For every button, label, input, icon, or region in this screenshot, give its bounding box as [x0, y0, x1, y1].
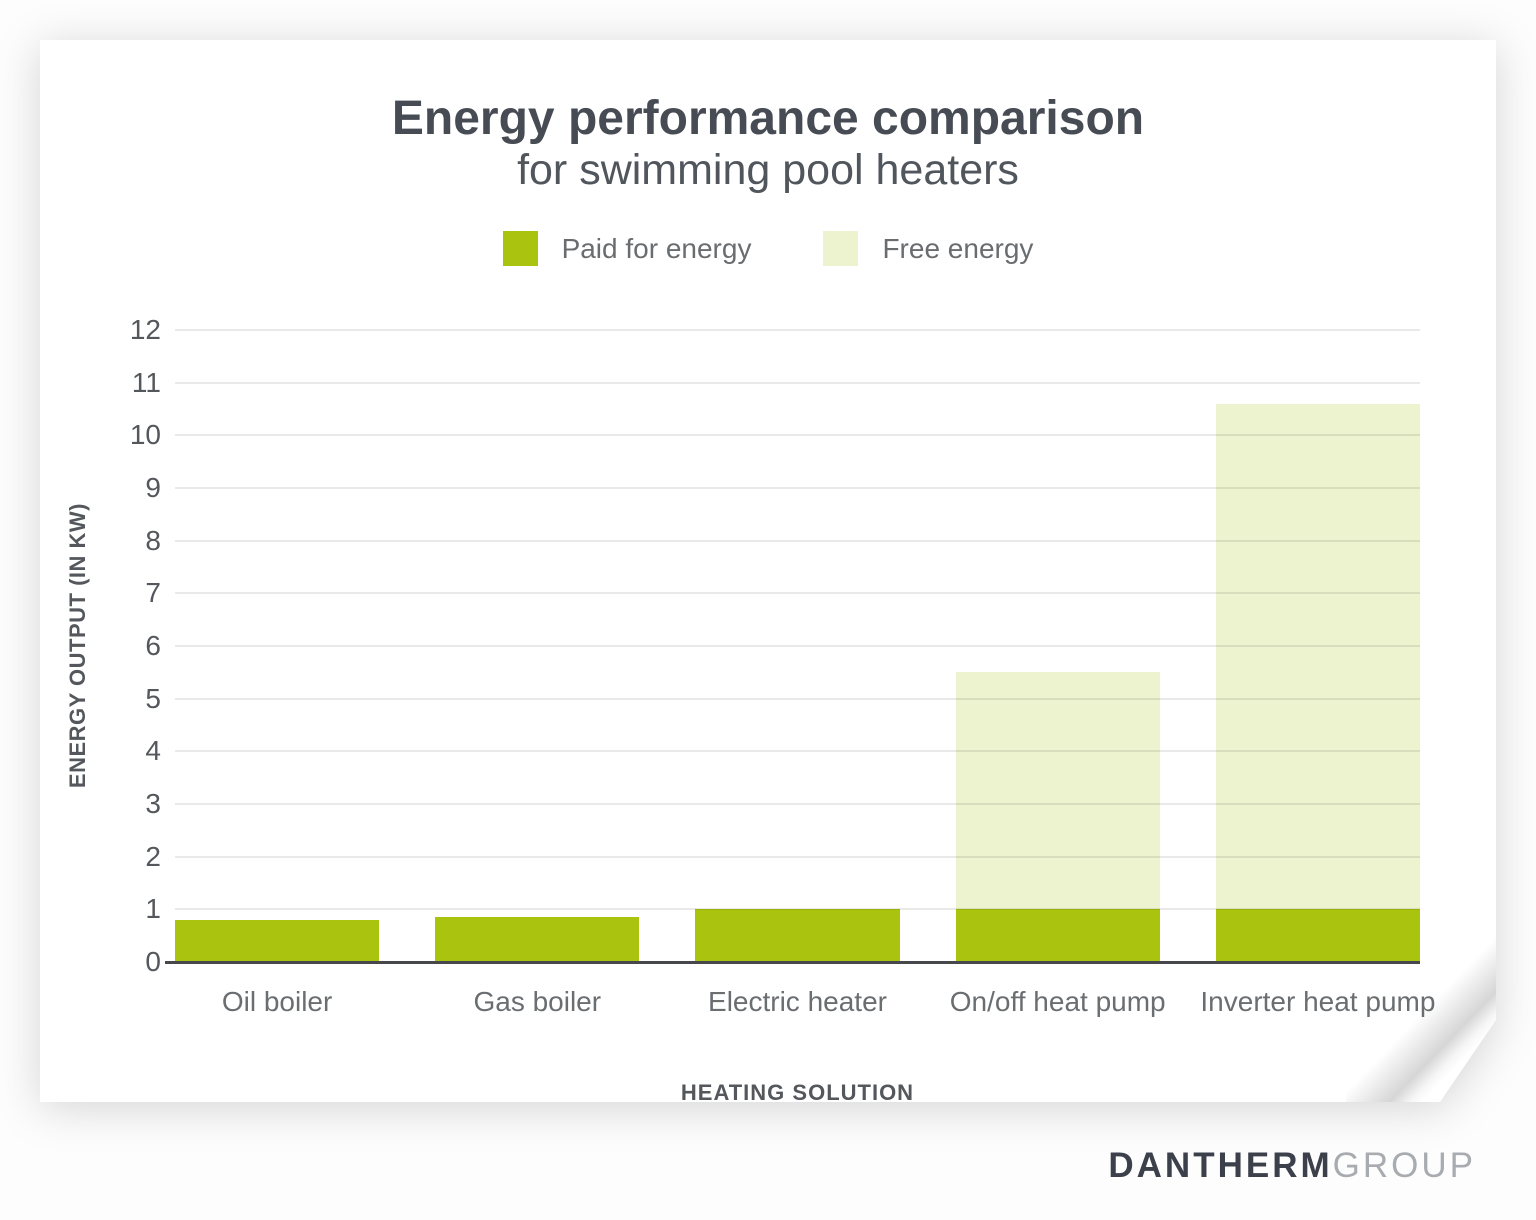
plot-area: 0 1 2 3 4 5 6 7 8 9 10 11 12 Oil boiler Gas boiler Elec… [175, 330, 1420, 962]
x-category-label: Electric heater [708, 986, 887, 1017]
legend-label-paid: Paid for energy [561, 232, 752, 264]
x-category-label: Inverter heat pump [1200, 986, 1436, 1017]
y-tick-label: 3 [145, 788, 161, 819]
legend-item-paid: Paid for energy [503, 231, 752, 266]
y-tick-label: 1 [145, 893, 161, 925]
y-tick-label: 6 [145, 630, 161, 661]
y-tick-label: 11 [131, 366, 161, 398]
x-axis-line [165, 961, 1420, 964]
bar-electric-heater [695, 330, 899, 962]
paid-energy-segment [435, 917, 639, 962]
paid-energy-segment [175, 920, 379, 962]
free-energy-segment [1216, 404, 1420, 910]
bar-inverter-heat-pump [1216, 330, 1420, 962]
paid-energy-segment [1216, 909, 1420, 962]
chart-subtitle: for swimming pool heaters [517, 145, 1019, 194]
legend-label-free: Free energy [882, 232, 1034, 264]
y-tick-label: 4 [145, 735, 161, 767]
card-surface: Energy performance comparison for swimmi… [40, 40, 1496, 1102]
x-category-label: Oil boiler [221, 986, 333, 1017]
y-tick-label: 2 [145, 840, 161, 872]
paid-energy-segment [695, 909, 899, 962]
bar-oil-boiler [175, 330, 379, 962]
y-tick-label: 12 [129, 314, 161, 345]
brand-secondary-text: GROUP [1332, 1146, 1476, 1185]
y-tick-label: 5 [145, 682, 161, 714]
legend-item-free: Free energy [823, 231, 1033, 266]
y-tick-label: 9 [145, 472, 161, 503]
x-category-label: Gas boiler [473, 986, 602, 1017]
bar-on-off-heat-pump [956, 330, 1160, 962]
infographic-card: Energy performance comparison for swimmi… [40, 40, 1496, 1102]
paid-energy-swatch-icon [503, 231, 538, 266]
bar-gas-boiler [435, 330, 639, 962]
free-energy-swatch-icon [823, 231, 858, 266]
brand-primary-text: DANTHERM [1108, 1146, 1333, 1185]
legend: Paid for energy Free energy [40, 231, 1496, 266]
x-axis-title: HEATING SOLUTION [680, 1080, 915, 1105]
free-energy-segment [956, 672, 1160, 909]
y-tick-label: 7 [145, 577, 161, 609]
paid-energy-segment [956, 909, 1160, 962]
chart-title: Energy performance comparison [391, 92, 1145, 145]
y-tick-label: 0 [145, 946, 161, 977]
brand-logo: DANTHERMGROUP [1108, 1146, 1476, 1186]
bars-container [175, 330, 1420, 962]
y-tick-label: 8 [145, 524, 161, 556]
x-category-label: On/off heat pump [949, 986, 1166, 1017]
y-tick-label: 10 [129, 419, 161, 451]
